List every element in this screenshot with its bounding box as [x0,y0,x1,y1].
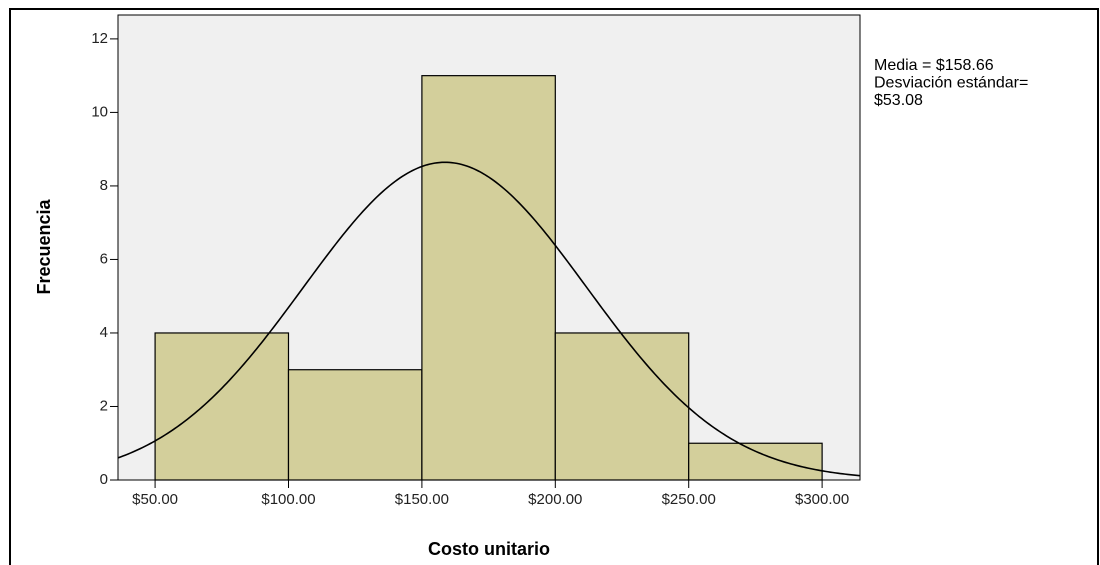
stat-note: Desviación estándar= [874,75,1028,92]
bar [688,442,823,481]
bar [554,332,690,481]
stat-note: $53.08 [874,92,923,109]
x-tick-label: $50.00 [132,491,178,508]
y-tick-label: 12 [91,30,108,47]
y-tick-label: 6 [100,250,108,267]
bar [154,332,290,481]
y-axis-title: Frecuencia [34,198,54,294]
y-tick-label: 4 [100,324,108,341]
bar [421,75,556,481]
x-tick-label: $250.00 [662,491,716,508]
x-axis-title: Costo unitario [428,539,550,559]
x-tick-label: $200.00 [528,491,582,508]
x-tick-label: $150.00 [395,491,449,508]
frame [9,8,1099,565]
y-tick-label: 2 [100,397,108,414]
normal-curve [118,161,860,477]
x-tick-label: $300.00 [795,491,849,508]
bar [287,369,423,481]
y-tick-label: 10 [91,103,108,120]
stat-note: Media = $158.66 [874,57,994,74]
y-tick-label: 0 [100,471,108,488]
y-tick-label: 8 [100,177,108,194]
x-tick-label: $100.00 [261,491,315,508]
